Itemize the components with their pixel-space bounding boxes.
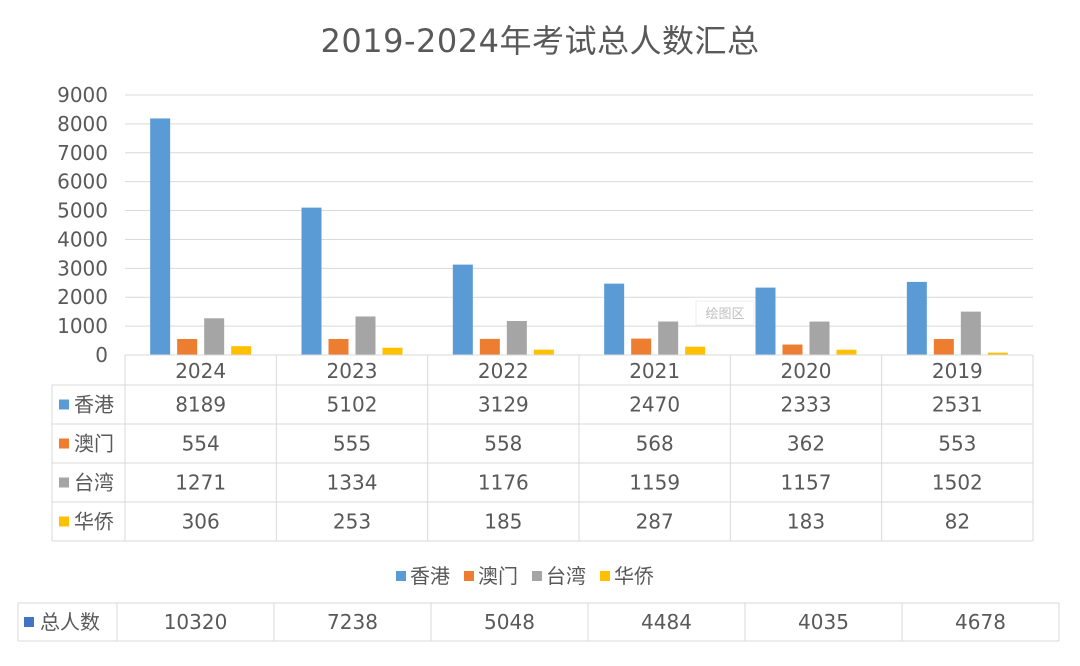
data-cell: 1271: [175, 471, 226, 495]
totals-cell: 4035: [798, 610, 849, 634]
data-cell: 1176: [478, 471, 529, 495]
y-tick-label: 3000: [57, 256, 108, 280]
data-cell: 555: [333, 432, 371, 456]
bar-3: [231, 346, 252, 355]
bar-0: [604, 283, 625, 355]
row-label: 台湾: [74, 471, 114, 495]
data-cell: 558: [484, 432, 522, 456]
data-cell: 2333: [781, 393, 832, 417]
totals-cell: 4484: [641, 610, 692, 634]
y-tick-label: 0: [95, 343, 108, 367]
bar-3: [987, 352, 1008, 355]
totals-cell: 7238: [327, 610, 378, 634]
y-tick-label: 6000: [57, 170, 108, 194]
legend-swatch-2: [532, 571, 542, 581]
legend-label: 华侨: [614, 564, 654, 588]
data-cell: 2531: [932, 393, 983, 417]
data-cell: 287: [636, 510, 674, 534]
legend-swatch-3: [600, 571, 610, 581]
bar-3: [685, 346, 706, 355]
data-cell: 82: [945, 510, 970, 534]
legend-swatch-1: [464, 571, 474, 581]
bar-3: [382, 347, 403, 355]
x-tick-label: 2019: [932, 359, 983, 383]
legend-label: 香港: [410, 564, 450, 588]
totals-key: [24, 617, 34, 627]
totals-cell: 10320: [164, 610, 228, 634]
y-tick-label: 8000: [57, 112, 108, 136]
data-cell: 183: [787, 510, 825, 534]
data-cell: 5102: [327, 393, 378, 417]
bar-1: [479, 338, 500, 355]
row-label: 华侨: [74, 510, 114, 534]
data-cell: 253: [333, 510, 371, 534]
bar-3: [533, 349, 554, 355]
legend-key-2: [59, 477, 69, 488]
row-label: 香港: [74, 393, 114, 417]
y-tick-label: 5000: [57, 199, 108, 223]
x-tick-label: 2021: [629, 359, 680, 383]
data-cell: 1157: [781, 471, 832, 495]
y-tick-label: 7000: [57, 141, 108, 165]
plot-area-tag: 绘图区: [705, 307, 744, 322]
bar-0: [906, 281, 927, 355]
data-cell: 554: [182, 432, 220, 456]
bar-0: [301, 207, 322, 355]
chart-title: 2019-2024年考试总人数汇总: [320, 22, 760, 60]
bar-0: [150, 118, 171, 355]
bar-2: [506, 321, 527, 355]
data-cell: 568: [636, 432, 674, 456]
totals-cell: 4678: [955, 610, 1006, 634]
bar-2: [658, 321, 679, 355]
data-cell: 362: [787, 432, 825, 456]
bar-1: [328, 338, 349, 355]
legend-label: 澳门: [478, 564, 518, 588]
bar-2: [960, 311, 981, 355]
legend-key-1: [59, 438, 69, 449]
totals-label: 总人数: [40, 610, 100, 634]
y-tick-label: 9000: [57, 83, 108, 107]
y-tick-label: 1000: [57, 314, 108, 338]
data-cell: 185: [484, 510, 522, 534]
legend-label: 台湾: [546, 564, 586, 588]
data-cell: 1159: [629, 471, 680, 495]
x-tick-label: 2020: [781, 359, 832, 383]
legend-key-3: [59, 516, 69, 527]
legend-swatch-0: [396, 571, 406, 581]
plot-area-tag-box: [695, 300, 755, 326]
bar-3: [836, 349, 857, 355]
bar-0: [755, 287, 776, 355]
y-tick-label: 4000: [57, 227, 108, 251]
bar-1: [631, 338, 652, 355]
bar-2: [204, 318, 225, 355]
bar-1: [177, 338, 198, 355]
bar-2: [355, 316, 376, 355]
data-cell: 8189: [175, 393, 226, 417]
x-tick-label: 2023: [327, 359, 378, 383]
data-cell: 2470: [629, 393, 680, 417]
x-tick-label: 2024: [175, 359, 226, 383]
x-tick-label: 2022: [478, 359, 529, 383]
bar-1: [933, 339, 954, 355]
bar-0: [452, 264, 473, 355]
y-tick-label: 2000: [57, 285, 108, 309]
bar-1: [782, 344, 803, 355]
data-cell: 1502: [932, 471, 983, 495]
data-cell: 1334: [327, 471, 378, 495]
legend-key-0: [59, 399, 69, 410]
data-cell: 553: [938, 432, 976, 456]
row-label: 澳门: [74, 432, 114, 456]
data-cell: 3129: [478, 393, 529, 417]
bar-2: [809, 321, 830, 355]
totals-cell: 5048: [484, 610, 535, 634]
data-cell: 306: [182, 510, 220, 534]
